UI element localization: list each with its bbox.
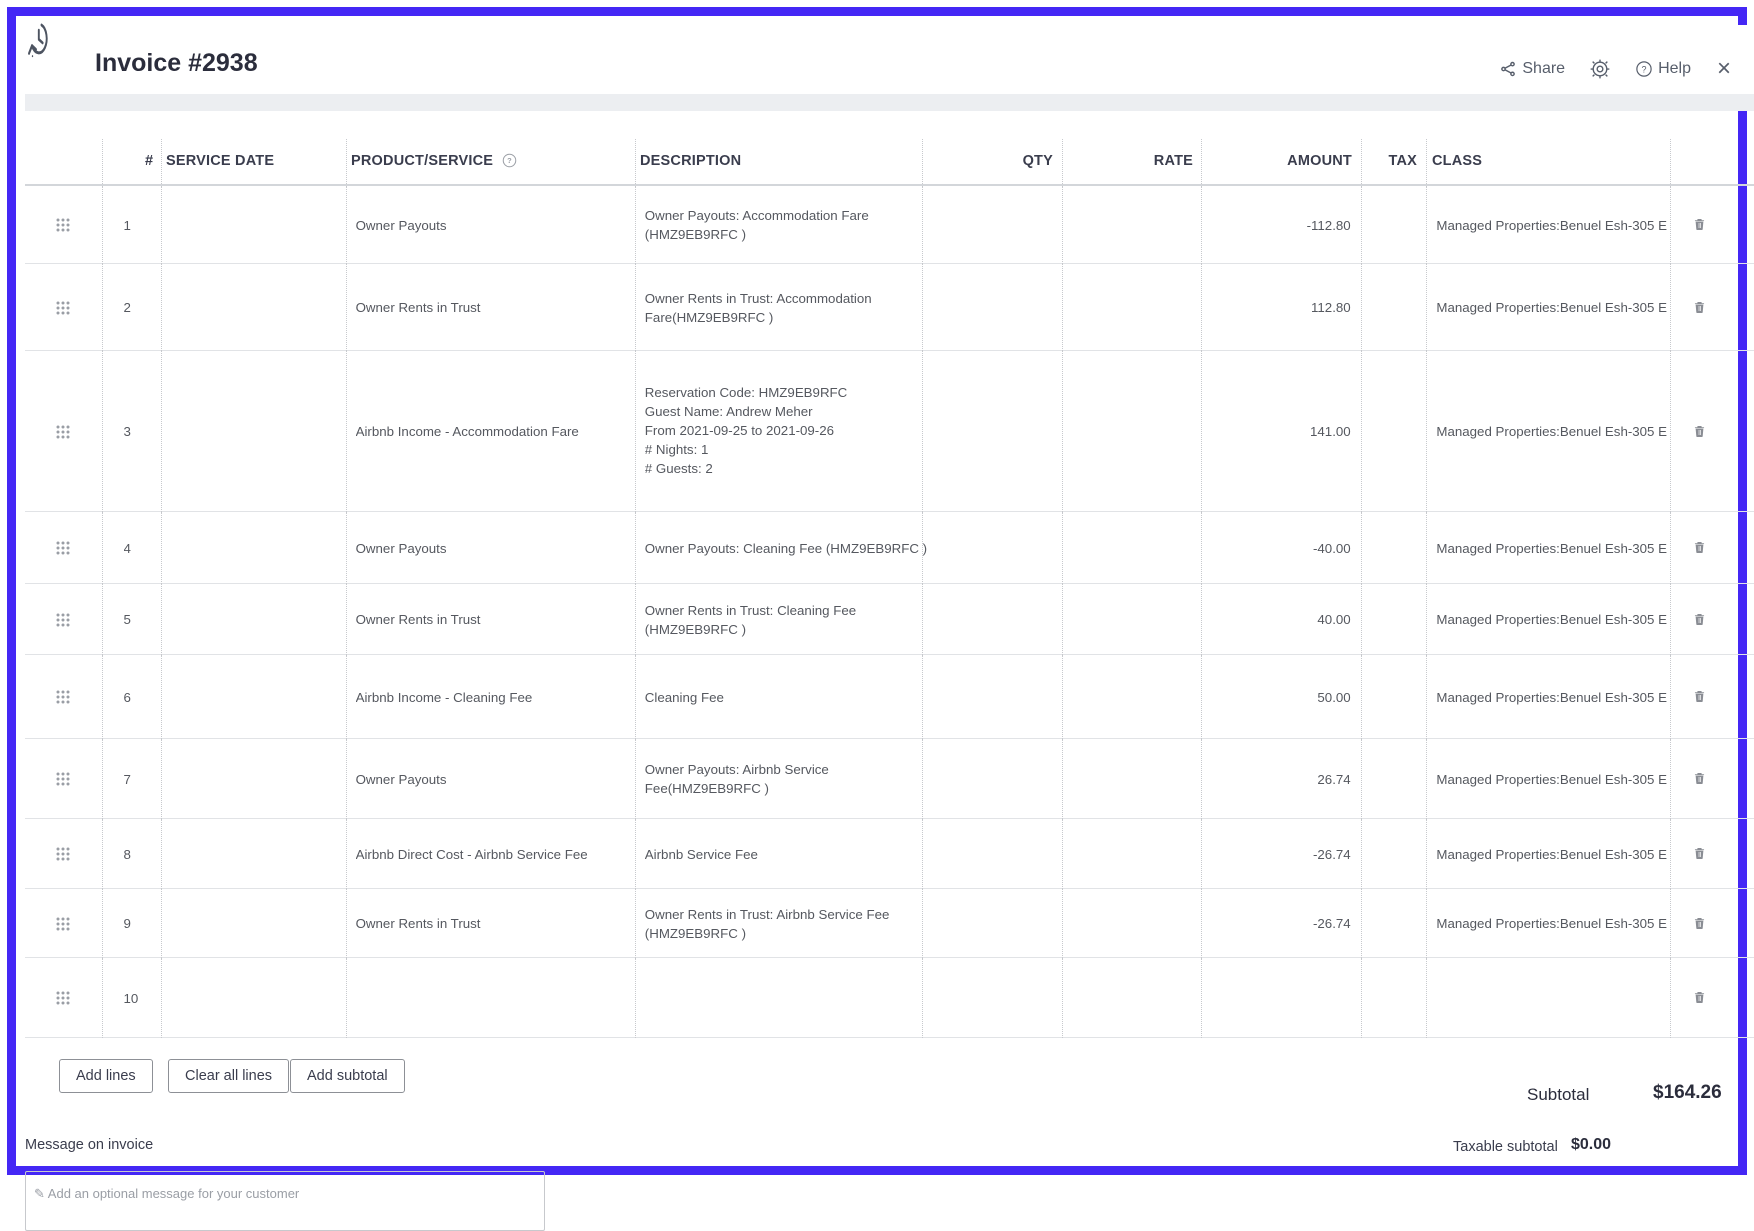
svg-text:?: ? [1642,65,1647,75]
svg-text:?: ? [507,156,512,165]
